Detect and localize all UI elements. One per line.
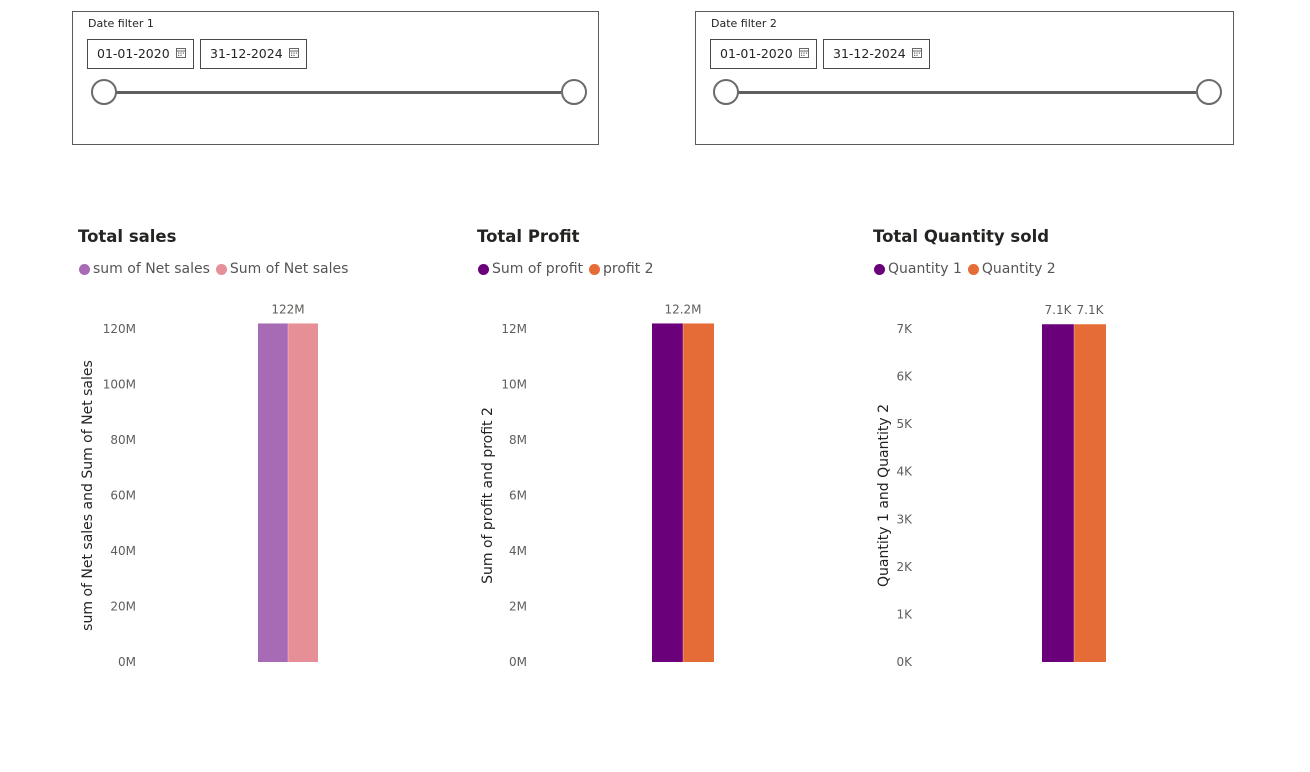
date-filter-2-start-value: 01-01-2020: [720, 46, 793, 61]
legend-item[interactable]: Quantity 2: [968, 261, 1056, 277]
legend-label: Quantity 2: [982, 261, 1056, 277]
y-tick-label: 3K: [896, 512, 913, 526]
date-filter-2: Date filter 2 01-01-2020 31-12-2024: [695, 11, 1234, 145]
bar-quantity-2: [1074, 324, 1106, 662]
legend-label: profit 2: [603, 261, 654, 277]
legend-total-sales: sum of Net sales Sum of Net sales: [79, 261, 354, 277]
calendar-icon[interactable]: [912, 48, 922, 58]
legend-marker: [968, 264, 979, 275]
date-filter-1-end-input[interactable]: 31-12-2024: [200, 39, 307, 69]
y-tick-label: 60M: [110, 489, 136, 503]
date-filter-2-start-input[interactable]: 01-01-2020: [710, 39, 817, 69]
y-tick-label: 0M: [118, 655, 136, 669]
y-axis-label: Quantity 1 and Quantity 2: [876, 404, 892, 587]
date-range-start-handle[interactable]: [91, 79, 117, 105]
y-tick-label: 2K: [896, 560, 913, 574]
y-tick-label: 100M: [103, 378, 136, 392]
y-tick-label: 6M: [509, 489, 527, 503]
date-filter-1: Date filter 1 01-01-2020 31-12-2024: [72, 11, 599, 145]
legend-marker: [874, 264, 885, 275]
date-filter-1-start-input[interactable]: 01-01-2020: [87, 39, 194, 69]
legend-label: Quantity 1: [888, 261, 962, 277]
y-tick-label: 5K: [896, 417, 913, 431]
date-filter-1-title: Date filter 1: [88, 17, 154, 30]
calendar-icon[interactable]: [176, 48, 186, 58]
legend-item[interactable]: Sum of Net sales: [216, 261, 349, 277]
legend-item[interactable]: Quantity 1: [874, 261, 962, 277]
y-tick-label: 8M: [509, 433, 527, 447]
y-tick-label: 12M: [501, 322, 527, 336]
date-range-end-handle[interactable]: [1196, 79, 1222, 105]
data-label: 7.1K: [1077, 303, 1105, 317]
legend-total-profit: Sum of profit profit 2: [478, 261, 660, 277]
legend-marker: [478, 264, 489, 275]
y-tick-label: 7K: [896, 322, 913, 336]
legend-total-quantity-sold: Quantity 1 Quantity 2: [874, 261, 1062, 277]
bar-chart-total-quantity-sold: 0K 1K 2K 3K 4K 5K 6K 7K Quantity 1 and Quantity …: [866, 290, 1246, 680]
y-tick-label: 4M: [509, 544, 527, 558]
legend-marker: [589, 264, 600, 275]
bar-sum-of-net-sales: [258, 323, 288, 662]
date-filter-2-title: Date filter 2: [711, 17, 777, 30]
bar-chart-total-profit: 0M 2M 4M 6M 8M 10M 12M Sum of profit and profit…: [470, 290, 850, 680]
calendar-icon[interactable]: [289, 48, 299, 58]
bar-sum-of-net-sales: [288, 323, 318, 662]
bar-chart-total-sales: 0M 20M 40M 60M 80M 100M 120M sum of Net sales a…: [70, 290, 450, 680]
date-range-end-handle[interactable]: [561, 79, 587, 105]
y-tick-label: 6K: [896, 370, 913, 384]
data-label: 12.2M: [664, 302, 701, 316]
y-tick-label: 2M: [509, 600, 527, 614]
y-tick-label: 20M: [110, 600, 136, 614]
data-label: 7.1K: [1045, 303, 1073, 317]
legend-marker: [79, 264, 90, 275]
date-filter-2-end-value: 31-12-2024: [833, 46, 906, 61]
chart-title-total-profit: Total Profit: [477, 227, 580, 246]
legend-item[interactable]: Sum of profit: [478, 261, 583, 277]
y-tick-label: 1K: [896, 607, 913, 621]
y-tick-label: 4K: [896, 465, 913, 479]
date-range-track[interactable]: [104, 91, 561, 94]
y-tick-label: 80M: [110, 433, 136, 447]
legend-item[interactable]: sum of Net sales: [79, 261, 210, 277]
bar-profit-2: [683, 323, 714, 662]
calendar-icon[interactable]: [799, 48, 809, 58]
y-tick-label: 0M: [509, 655, 527, 669]
y-axis-label: Sum of profit and profit 2: [480, 407, 496, 584]
date-filter-2-end-input[interactable]: 31-12-2024: [823, 39, 930, 69]
y-tick-label: 0K: [896, 655, 913, 669]
y-tick-label: 120M: [103, 322, 136, 336]
y-axis-label: sum of Net sales and Sum of Net sales: [80, 360, 96, 631]
legend-item[interactable]: profit 2: [589, 261, 654, 277]
bar-sum-of-profit: [652, 323, 683, 662]
legend-label: Sum of profit: [492, 261, 583, 277]
chart-title-total-quantity-sold: Total Quantity sold: [873, 227, 1049, 246]
legend-label: Sum of Net sales: [230, 261, 349, 277]
legend-label: sum of Net sales: [93, 261, 210, 277]
y-tick-label: 10M: [501, 378, 527, 392]
date-filter-1-end-value: 31-12-2024: [210, 46, 283, 61]
date-range-track[interactable]: [727, 91, 1196, 94]
data-label: 122M: [271, 302, 304, 316]
bar-quantity-1: [1042, 324, 1074, 662]
date-filter-1-start-value: 01-01-2020: [97, 46, 170, 61]
legend-marker: [216, 264, 227, 275]
y-tick-label: 40M: [110, 544, 136, 558]
date-range-start-handle[interactable]: [713, 79, 739, 105]
chart-title-total-sales: Total sales: [78, 227, 176, 246]
